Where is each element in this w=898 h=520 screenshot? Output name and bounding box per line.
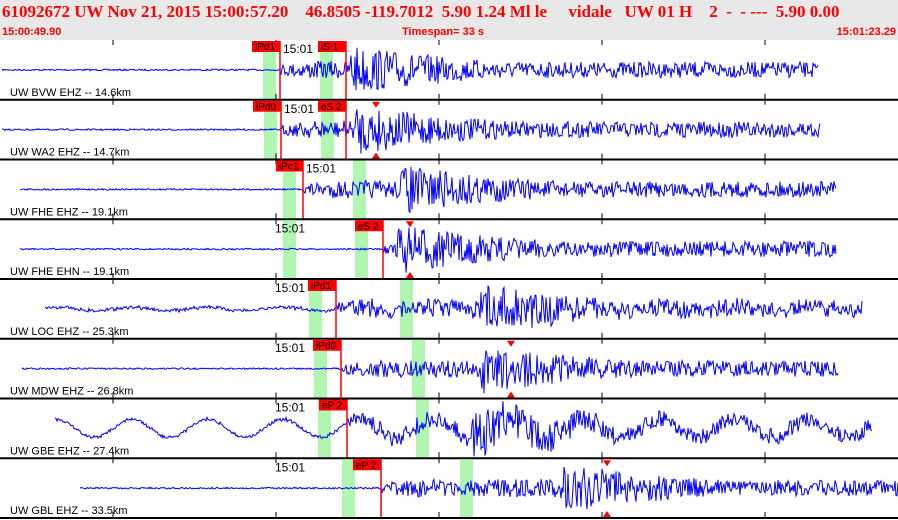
pick-flag xyxy=(353,459,381,471)
pick-flag xyxy=(308,280,336,291)
pick-label: iPd0 xyxy=(256,102,276,113)
time-label: 15:01 xyxy=(275,281,305,295)
predicted-arrival-marker xyxy=(603,460,611,467)
pick-flag xyxy=(313,339,341,351)
analysis-window xyxy=(353,160,366,219)
event-header: 61092672 UW Nov 21, 2015 15:00:57.20 46.… xyxy=(0,0,898,40)
pick-flag xyxy=(318,100,346,112)
pick-flag xyxy=(253,100,281,112)
pick-label: eP 2 xyxy=(322,401,343,412)
time-label: 15:01 xyxy=(275,401,305,415)
time-label: 15:01 xyxy=(306,162,336,176)
channel-label: UW LOC EHZ -- 25.3km xyxy=(10,326,129,338)
pick-label: iS 1 xyxy=(321,42,339,53)
predicted-arrival-marker xyxy=(507,391,515,398)
waveform-trace xyxy=(19,227,837,273)
seismogram-canvas: 15:01 iPd1 iS 1 UW BVW EHZ -- 14.6km 15:01 iP… xyxy=(0,40,898,519)
predicted-arrival-marker xyxy=(507,340,515,347)
time-label: 15:01 xyxy=(275,460,305,474)
waveform-trace xyxy=(1,47,819,91)
analysis-window xyxy=(320,41,333,99)
waveform-trace xyxy=(44,285,863,328)
pick-flag xyxy=(319,399,347,411)
pick-flag xyxy=(276,160,303,172)
event-summary: 61092672 UW Nov 21, 2015 15:00:57.20 46.… xyxy=(2,2,840,21)
time-label: 15:01 xyxy=(275,341,305,355)
timespan: Timespan= 33 s xyxy=(402,26,485,38)
pick-label: eS 2 xyxy=(358,221,379,232)
waveform-trace xyxy=(54,401,873,457)
waveform-trace xyxy=(1,109,821,154)
pick-label: eS 2 xyxy=(321,102,342,113)
predicted-arrival-marker xyxy=(406,272,414,278)
time-label: 15:01 xyxy=(275,221,305,235)
channel-label: UW WA2 EHZ -- 14.7km xyxy=(10,147,129,159)
pick-flag xyxy=(252,41,280,52)
analysis-window xyxy=(400,280,413,338)
waveform-trace xyxy=(79,466,898,510)
channel-label: UW BVW EHZ -- 14.6km xyxy=(10,87,131,99)
time-label: 15:01 xyxy=(283,42,313,56)
pick-flag xyxy=(318,41,346,52)
channel-label: UW FHE EHN -- 19.1km xyxy=(10,266,129,278)
time-label: 15:01 xyxy=(284,102,314,116)
predicted-arrival-marker xyxy=(372,152,380,159)
channel-label: UW GBE EHZ -- 27.4km xyxy=(10,445,129,457)
analysis-window xyxy=(309,280,322,338)
predicted-arrival-marker xyxy=(406,221,414,228)
pick-flag xyxy=(355,220,383,232)
channel-label: UW FHE EHZ -- 19.1km xyxy=(10,206,128,218)
predicted-arrival-marker xyxy=(372,101,380,108)
channel-label: UW GBL EHZ -- 33.5km xyxy=(10,505,128,517)
waveform-trace xyxy=(19,166,837,214)
end-time: 15:01:23.29 xyxy=(836,26,896,38)
analysis-window xyxy=(412,339,425,398)
waveform-panels: 15:01 iPd1 iS 1 UW BVW EHZ -- 14.6km 15:01 iP… xyxy=(0,40,898,520)
start-time: 15:00:49.90 xyxy=(2,26,62,38)
pick-label: iPd1 xyxy=(255,42,275,53)
analysis-window xyxy=(318,399,331,458)
analysis-window xyxy=(460,459,473,517)
pick-label: eP 2 xyxy=(356,460,377,471)
pick-label: iPd0 xyxy=(316,341,336,352)
predicted-arrival-marker xyxy=(603,511,611,517)
waveform-trace xyxy=(21,350,839,394)
pick-label: iPd1 xyxy=(311,281,331,292)
pick-label: iPc1 xyxy=(279,162,299,173)
channel-label: UW MDW EHZ -- 26.8km xyxy=(10,386,133,398)
